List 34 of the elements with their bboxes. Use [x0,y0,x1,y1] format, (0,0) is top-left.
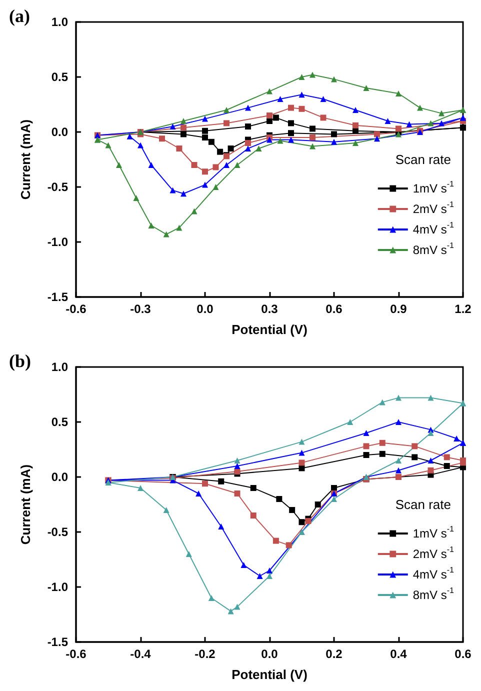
x-tick-label: 1.2 [454,302,472,316]
x-tick-label: 0.2 [326,647,343,661]
x-tick-label: 0.0 [261,647,278,661]
legend-title: Scan rate [395,497,452,512]
y-tick-label: -0.5 [47,180,68,194]
y-tick-label: 0.0 [51,125,68,139]
y-axis-title: Current (mA) [18,119,33,200]
chart-title: (a) [9,6,30,26]
legend-title: Scan rate [395,152,452,167]
y-tick-label: -0.5 [47,525,68,539]
x-tick-label: -0.2 [194,647,216,661]
y-axis-title: Current (mA) [18,464,33,545]
y-tick-label: 0.0 [51,470,68,484]
y-tick-label: 1.0 [51,15,68,29]
y-tick-label: -1.0 [47,235,68,249]
x-tick-label: 0.9 [390,302,408,316]
y-tick-label: 0.5 [51,70,68,84]
x-tick-label: 0.4 [390,647,408,661]
x-axis-title: Potential (V) [232,667,308,682]
y-tick-label: 1.0 [51,360,68,374]
x-tick-label: 0.0 [196,302,214,316]
chart-title: (b) [9,351,32,371]
x-tick-label: -0.6 [66,302,87,316]
y-tick-label: -1.5 [47,290,68,304]
x-tick-label: 0.6 [454,647,472,661]
y-tick-label: 0.5 [51,415,68,429]
x-tick-label: -0.6 [66,647,87,661]
x-tick-label: 0.6 [326,302,343,316]
x-tick-label: -0.3 [130,302,152,316]
x-tick-label: -0.4 [130,647,152,661]
y-tick-label: -1.0 [47,580,68,594]
x-axis-title: Potential (V) [232,322,308,337]
y-tick-label: -1.5 [47,635,68,649]
x-tick-label: 0.3 [261,302,278,316]
